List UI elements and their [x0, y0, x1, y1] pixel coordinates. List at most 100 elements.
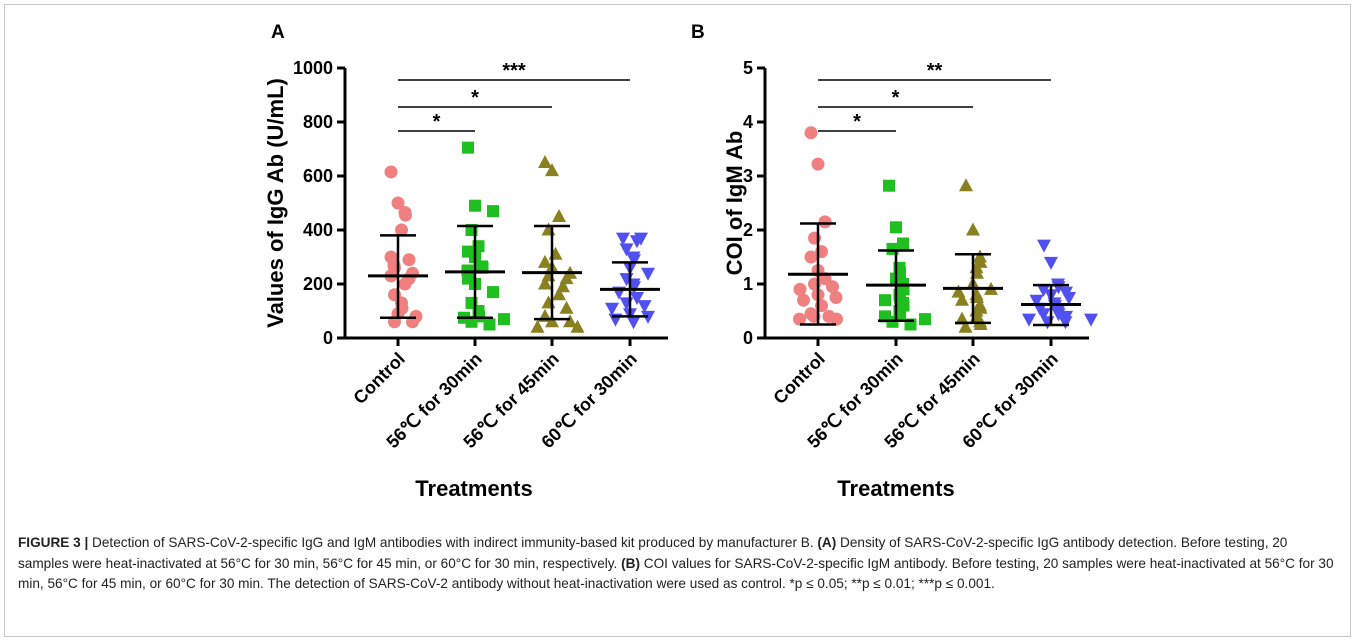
data-point	[483, 318, 496, 331]
data-point	[541, 222, 556, 236]
data-point	[630, 292, 644, 305]
data-point	[626, 316, 641, 330]
data-point	[541, 295, 556, 309]
panel-b-ytick-label: 4	[743, 112, 753, 132]
data-point	[958, 319, 973, 333]
data-point	[1037, 239, 1051, 253]
data-point	[395, 223, 408, 237]
data-point	[398, 277, 412, 291]
panel-a-significance-label: *	[471, 87, 479, 109]
panel-a-letter: A	[271, 22, 285, 43]
panel-b-ytick-label: 1	[743, 274, 753, 294]
data-point	[1029, 294, 1044, 308]
data-point	[402, 253, 416, 267]
data-point	[538, 155, 552, 168]
data-point	[955, 292, 969, 306]
data-point	[919, 313, 931, 326]
panel-b-letter: B	[691, 22, 705, 43]
panel-a-series-3	[522, 155, 585, 333]
data-point	[897, 237, 909, 250]
caption-title: FIGURE 3 |	[18, 535, 89, 550]
data-point	[384, 165, 398, 179]
data-point	[826, 280, 839, 294]
data-point	[498, 313, 510, 326]
caption-label-b: (B)	[621, 555, 640, 571]
data-point	[879, 294, 891, 307]
panel-a-significance-label: *	[433, 111, 441, 133]
panel-a-series-4	[600, 232, 660, 330]
data-point	[966, 222, 980, 236]
panel-a-ytick-label: 800	[303, 112, 333, 132]
data-point	[552, 209, 566, 222]
data-point	[538, 276, 552, 290]
data-point	[793, 312, 806, 326]
data-point	[1040, 316, 1055, 330]
panel-b-significance-label: **	[927, 60, 943, 82]
data-point	[545, 163, 559, 177]
caption-text-a: Density of SARS-CoV-2-specific IgG antib…	[18, 535, 1288, 571]
data-point	[487, 205, 499, 218]
panel-a-ytick-label: 600	[303, 166, 333, 186]
data-point	[1036, 283, 1051, 297]
data-point	[637, 300, 652, 314]
data-point	[627, 254, 641, 268]
data-point	[530, 319, 545, 333]
data-point	[818, 215, 832, 229]
data-point	[1058, 316, 1073, 330]
panel-a-ytick-label: 400	[303, 220, 333, 240]
panel-b-ytick-label: 3	[743, 166, 753, 186]
data-point	[545, 314, 559, 328]
panel-b-ytick-label: 2	[743, 220, 753, 240]
data-point	[804, 126, 818, 140]
data-point	[1036, 308, 1051, 322]
data-point	[829, 291, 843, 304]
data-point	[487, 286, 499, 299]
data-point	[548, 246, 563, 260]
data-point	[399, 208, 412, 222]
data-point	[797, 293, 810, 307]
panel-b-significance-label: *	[892, 87, 900, 109]
panel-a-series-1	[368, 165, 428, 329]
data-point	[559, 300, 574, 314]
figure-frame	[4, 4, 1351, 637]
panel-a-significance-label: ***	[502, 60, 526, 82]
data-point	[1062, 292, 1076, 305]
panel-b-x-axis-label: Treatments	[837, 476, 954, 501]
data-point	[830, 312, 843, 326]
panel-b-ytick-label: 5	[743, 58, 753, 78]
panel-a-ytick-label: 200	[303, 274, 333, 294]
panel-b-series-2	[866, 179, 931, 331]
panel-a-ytick-label: 1000	[293, 58, 333, 78]
data-point	[890, 221, 902, 234]
data-point	[1084, 313, 1098, 327]
data-point	[1022, 313, 1036, 327]
data-point	[570, 319, 585, 333]
panel-b-category-label: Control	[769, 349, 828, 408]
data-point	[605, 302, 619, 316]
data-point	[793, 282, 807, 296]
data-point	[804, 250, 818, 264]
figure-caption: FIGURE 3 | Detection of SARS-CoV-2-speci…	[18, 533, 1340, 595]
data-point	[619, 243, 634, 257]
data-point	[563, 314, 577, 328]
caption-text-b: COI values for SARS-CoV-2-specific IgM a…	[18, 555, 1334, 592]
data-point	[630, 235, 644, 249]
data-point	[462, 141, 474, 154]
panel-a-ytick-label: 0	[323, 328, 333, 348]
data-point	[391, 196, 405, 210]
data-point	[641, 267, 655, 281]
panel-b-ytick-label: 0	[743, 328, 753, 348]
data-point	[469, 199, 481, 212]
data-point	[811, 157, 825, 171]
panel-a-y-axis-label: Values of IgG Ab (U/mL)	[263, 78, 288, 328]
panel-b-series-1	[788, 126, 848, 326]
caption-intro: Detection of SARS-CoV-2-specific IgG and…	[88, 535, 818, 550]
data-point	[959, 178, 973, 192]
data-point	[552, 287, 566, 301]
panel-a-series-2	[445, 141, 510, 331]
data-point	[616, 232, 630, 246]
panel-b-y-axis-label: COI of IgM Ab	[722, 131, 747, 276]
